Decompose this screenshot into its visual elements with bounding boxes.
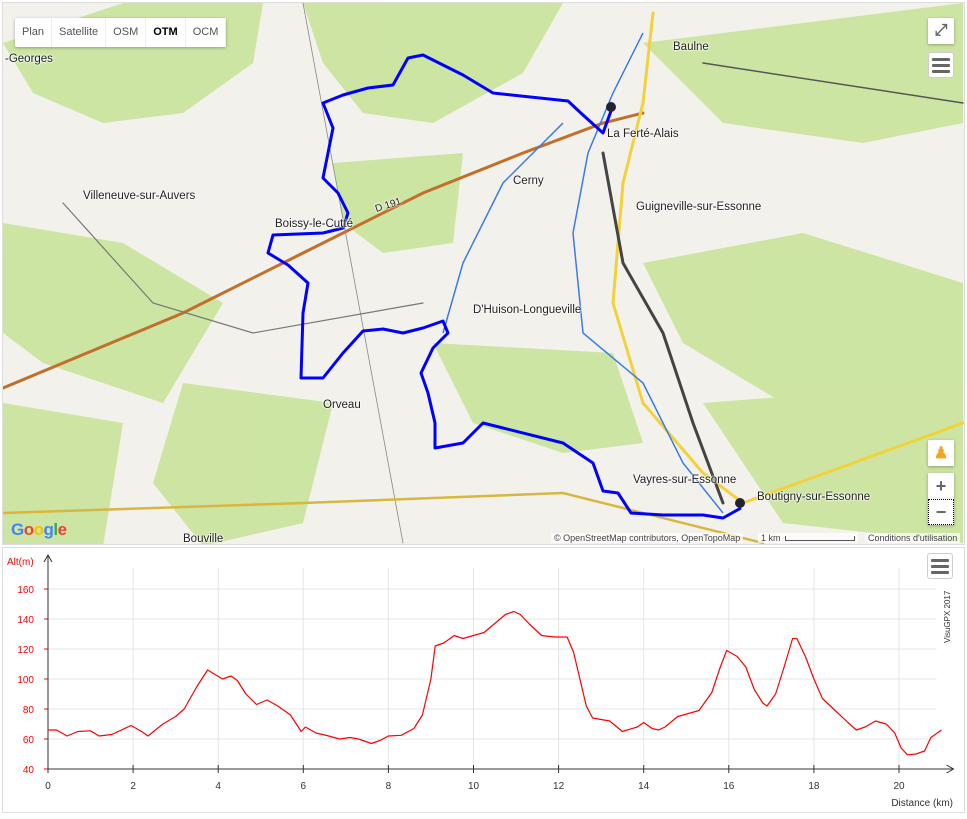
zoom-in-button[interactable]: + bbox=[928, 473, 954, 499]
x-tick-label: 20 bbox=[893, 781, 905, 792]
place-label: Boissy-le-Cutté bbox=[275, 218, 353, 230]
forest-areas bbox=[3, 3, 963, 544]
place-label: Boutigny-sur-Essonne bbox=[757, 491, 871, 503]
place-label: Orveau bbox=[323, 399, 361, 411]
terms-link[interactable]: Conditions d'utilisation bbox=[865, 533, 961, 543]
fullscreen-button[interactable]: ⤢ bbox=[928, 18, 954, 44]
x-tick-label: 14 bbox=[638, 781, 650, 792]
y-axis-arrow bbox=[43, 553, 53, 563]
gpx-track bbox=[266, 53, 742, 520]
place-label: Baulne bbox=[673, 41, 709, 53]
menu-icon bbox=[931, 558, 949, 562]
y-tick-label: 60 bbox=[23, 735, 35, 746]
place-label: Bouville bbox=[183, 533, 224, 545]
x-tick-label: 2 bbox=[130, 781, 136, 792]
y-tick-label: 140 bbox=[17, 615, 34, 626]
start-marker-icon bbox=[606, 102, 616, 112]
y-tick-label: 100 bbox=[17, 675, 34, 686]
place-label: Villeneuve-sur-Auvers bbox=[83, 190, 196, 202]
map-type-ocm[interactable]: OCM bbox=[186, 18, 227, 47]
elevation-chart: 40 60 80 100 120 140 160 0 2 4 6 8 10 12 14 16 18 20 Alt(m… bbox=[2, 547, 965, 813]
map-type-selector: Plan Satellite OSM OTM OCM bbox=[15, 18, 227, 47]
end-marker-icon bbox=[735, 498, 745, 508]
scale-bar: 1 km bbox=[758, 533, 858, 543]
map-type-plan[interactable]: Plan bbox=[15, 18, 53, 47]
map[interactable]: -Georges Baulne La Ferté-Alais Villeneuv… bbox=[2, 2, 965, 545]
y-tick-label: 160 bbox=[17, 585, 34, 596]
credit-label: VisuGPX 2017 bbox=[943, 590, 952, 643]
map-type-osm[interactable]: OSM bbox=[106, 18, 147, 47]
chart-menu-button[interactable] bbox=[927, 553, 953, 579]
map-type-otm[interactable]: OTM bbox=[146, 18, 186, 47]
roads bbox=[3, 3, 964, 544]
x-tick-label: 6 bbox=[301, 781, 307, 792]
menu-icon bbox=[932, 57, 950, 61]
x-tick-label: 8 bbox=[386, 781, 392, 792]
x-tick-label: 16 bbox=[723, 781, 735, 792]
place-label: Vayres-sur-Essonne bbox=[633, 474, 737, 486]
place-label: -Georges bbox=[5, 53, 53, 65]
y-tick-label: 80 bbox=[23, 705, 35, 716]
place-label: Guigneville-sur-Essonne bbox=[636, 201, 762, 213]
map-tiles bbox=[3, 3, 964, 544]
map-menu-button[interactable] bbox=[928, 52, 954, 78]
place-label: D'Huison-Longueville bbox=[473, 304, 582, 316]
x-tick-label: 12 bbox=[553, 781, 565, 792]
elevation-plot: 40 60 80 100 120 140 160 0 2 4 6 8 10 12 14 16 18 20 Alt(m… bbox=[7, 553, 955, 809]
fullscreen-icon: ⤢ bbox=[934, 22, 948, 39]
attribution[interactable]: © OpenStreetMap contributors, OpenTopoMa… bbox=[551, 533, 744, 543]
y-tick-label: 120 bbox=[17, 645, 34, 656]
map-type-satellite[interactable]: Satellite bbox=[52, 18, 107, 47]
elevation-line bbox=[48, 610, 942, 756]
x-tick-label: 10 bbox=[468, 781, 480, 792]
google-logo: Google bbox=[11, 520, 67, 539]
place-label: Cerny bbox=[513, 175, 544, 187]
x-tick-label: 4 bbox=[215, 781, 221, 792]
y-axis-title: Alt(m) bbox=[7, 557, 34, 568]
pegman-icon: ♟ bbox=[933, 445, 949, 462]
x-axis-title: Distance (km) bbox=[891, 798, 953, 809]
x-tick-label: 0 bbox=[45, 781, 51, 792]
scale-label: 1 km bbox=[761, 533, 781, 543]
street-view-button[interactable]: ♟ bbox=[928, 440, 954, 466]
y-tick-label: 40 bbox=[23, 765, 35, 776]
x-tick-label: 18 bbox=[808, 781, 820, 792]
place-label: La Ferté-Alais bbox=[607, 128, 679, 140]
x-axis-arrow bbox=[946, 764, 955, 774]
zoom-out-button[interactable]: − bbox=[928, 499, 954, 525]
